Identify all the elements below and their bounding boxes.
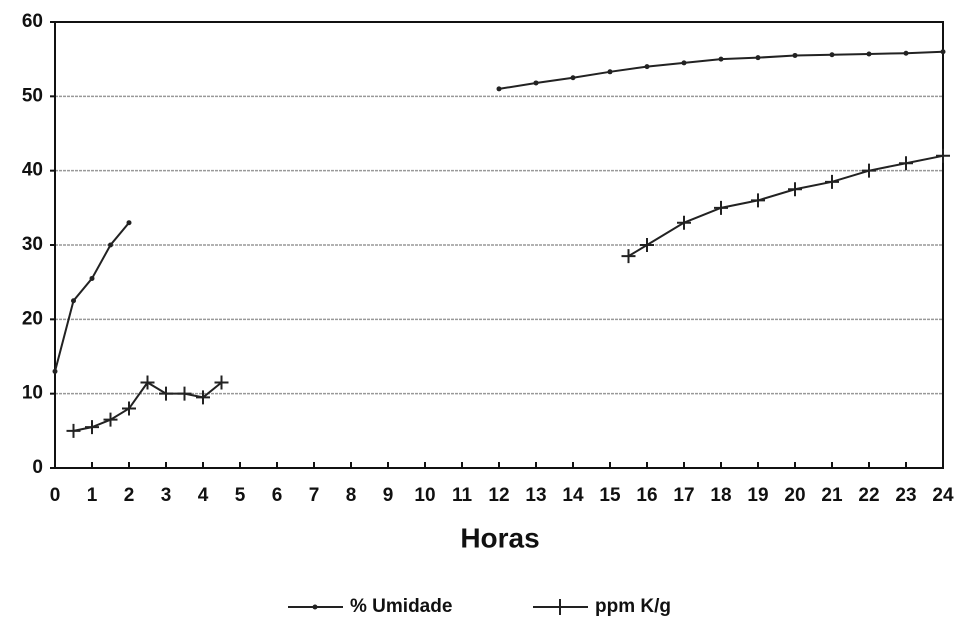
- point-marker: [677, 215, 691, 230]
- point-marker: [122, 401, 136, 416]
- series-line: [54, 50, 944, 372]
- x-tick-label: 18: [710, 485, 731, 506]
- x-tick-label: 15: [599, 485, 621, 506]
- point-marker: [681, 60, 687, 66]
- x-tick-label: 1: [87, 485, 98, 506]
- point-marker: [177, 386, 192, 401]
- x-tick-label: 23: [895, 485, 916, 506]
- point-marker: [899, 156, 913, 171]
- point-marker: [940, 49, 946, 55]
- point-marker: [85, 420, 99, 435]
- x-tick-label: 9: [383, 485, 394, 506]
- point-marker: [108, 242, 113, 248]
- point-marker: [718, 56, 724, 62]
- x-axis-label: Horas: [460, 522, 539, 553]
- legend-marker: [312, 604, 318, 610]
- legend-label: % Umidade: [350, 596, 452, 617]
- y-tick-label: 60: [22, 11, 43, 32]
- x-tick-label: 0: [50, 485, 61, 506]
- point-marker: [903, 50, 909, 56]
- y-tick-label: 10: [22, 383, 43, 404]
- y-tick-label: 30: [22, 234, 43, 255]
- point-marker: [788, 182, 802, 197]
- y-tick-label: 50: [22, 85, 43, 106]
- x-tick-label: 4: [198, 485, 209, 506]
- point-marker: [829, 52, 835, 58]
- point-marker: [751, 193, 765, 208]
- y-tick-label: 0: [32, 457, 43, 478]
- point-marker: [66, 423, 81, 438]
- point-marker: [71, 298, 76, 304]
- x-tick-label: 21: [821, 485, 843, 506]
- x-tick-label: 6: [272, 485, 283, 506]
- x-tick-label: 7: [309, 485, 320, 506]
- x-tick-label: 5: [235, 485, 246, 506]
- point-marker: [862, 163, 876, 178]
- point-marker: [825, 174, 839, 189]
- point-marker: [533, 80, 539, 86]
- x-tick-label: 11: [452, 485, 473, 506]
- point-marker: [644, 64, 650, 70]
- point-marker: [621, 249, 636, 264]
- x-tick-label: 3: [161, 485, 172, 506]
- point-marker: [496, 86, 502, 92]
- x-tick-label: 10: [414, 485, 435, 506]
- point-marker: [52, 368, 58, 374]
- x-tick-label: 13: [525, 485, 546, 506]
- series-line: [73, 154, 944, 432]
- x-tick-label: 19: [747, 485, 768, 506]
- point-marker: [103, 412, 118, 427]
- x-tick-label: 12: [488, 485, 509, 506]
- x-tick-label: 17: [673, 485, 694, 506]
- x-tick-label: 8: [346, 485, 357, 506]
- x-tick-label: 2: [124, 485, 135, 506]
- plot-frame: [54, 21, 944, 469]
- x-tick-label: 14: [562, 485, 584, 506]
- point-marker: [607, 69, 613, 75]
- x-tick-label: 20: [784, 485, 805, 506]
- y-tick-label: 40: [22, 160, 43, 181]
- point-marker: [570, 75, 576, 81]
- point-marker: [159, 386, 173, 401]
- point-marker: [936, 148, 950, 163]
- point-marker: [640, 238, 654, 252]
- point-marker: [866, 51, 872, 57]
- y-tick-label: 20: [22, 308, 43, 329]
- point-marker: [214, 375, 229, 390]
- x-tick-label: 16: [636, 485, 657, 506]
- point-marker: [140, 375, 155, 390]
- point-marker: [196, 390, 210, 405]
- point-marker: [126, 220, 132, 226]
- point-marker: [714, 200, 728, 215]
- point-marker: [89, 275, 95, 281]
- x-tick-label: 22: [858, 485, 879, 506]
- point-marker: [755, 55, 761, 61]
- x-tick-label: 24: [932, 485, 954, 506]
- point-marker: [792, 52, 798, 58]
- legend-label: ppm K/g: [595, 596, 671, 617]
